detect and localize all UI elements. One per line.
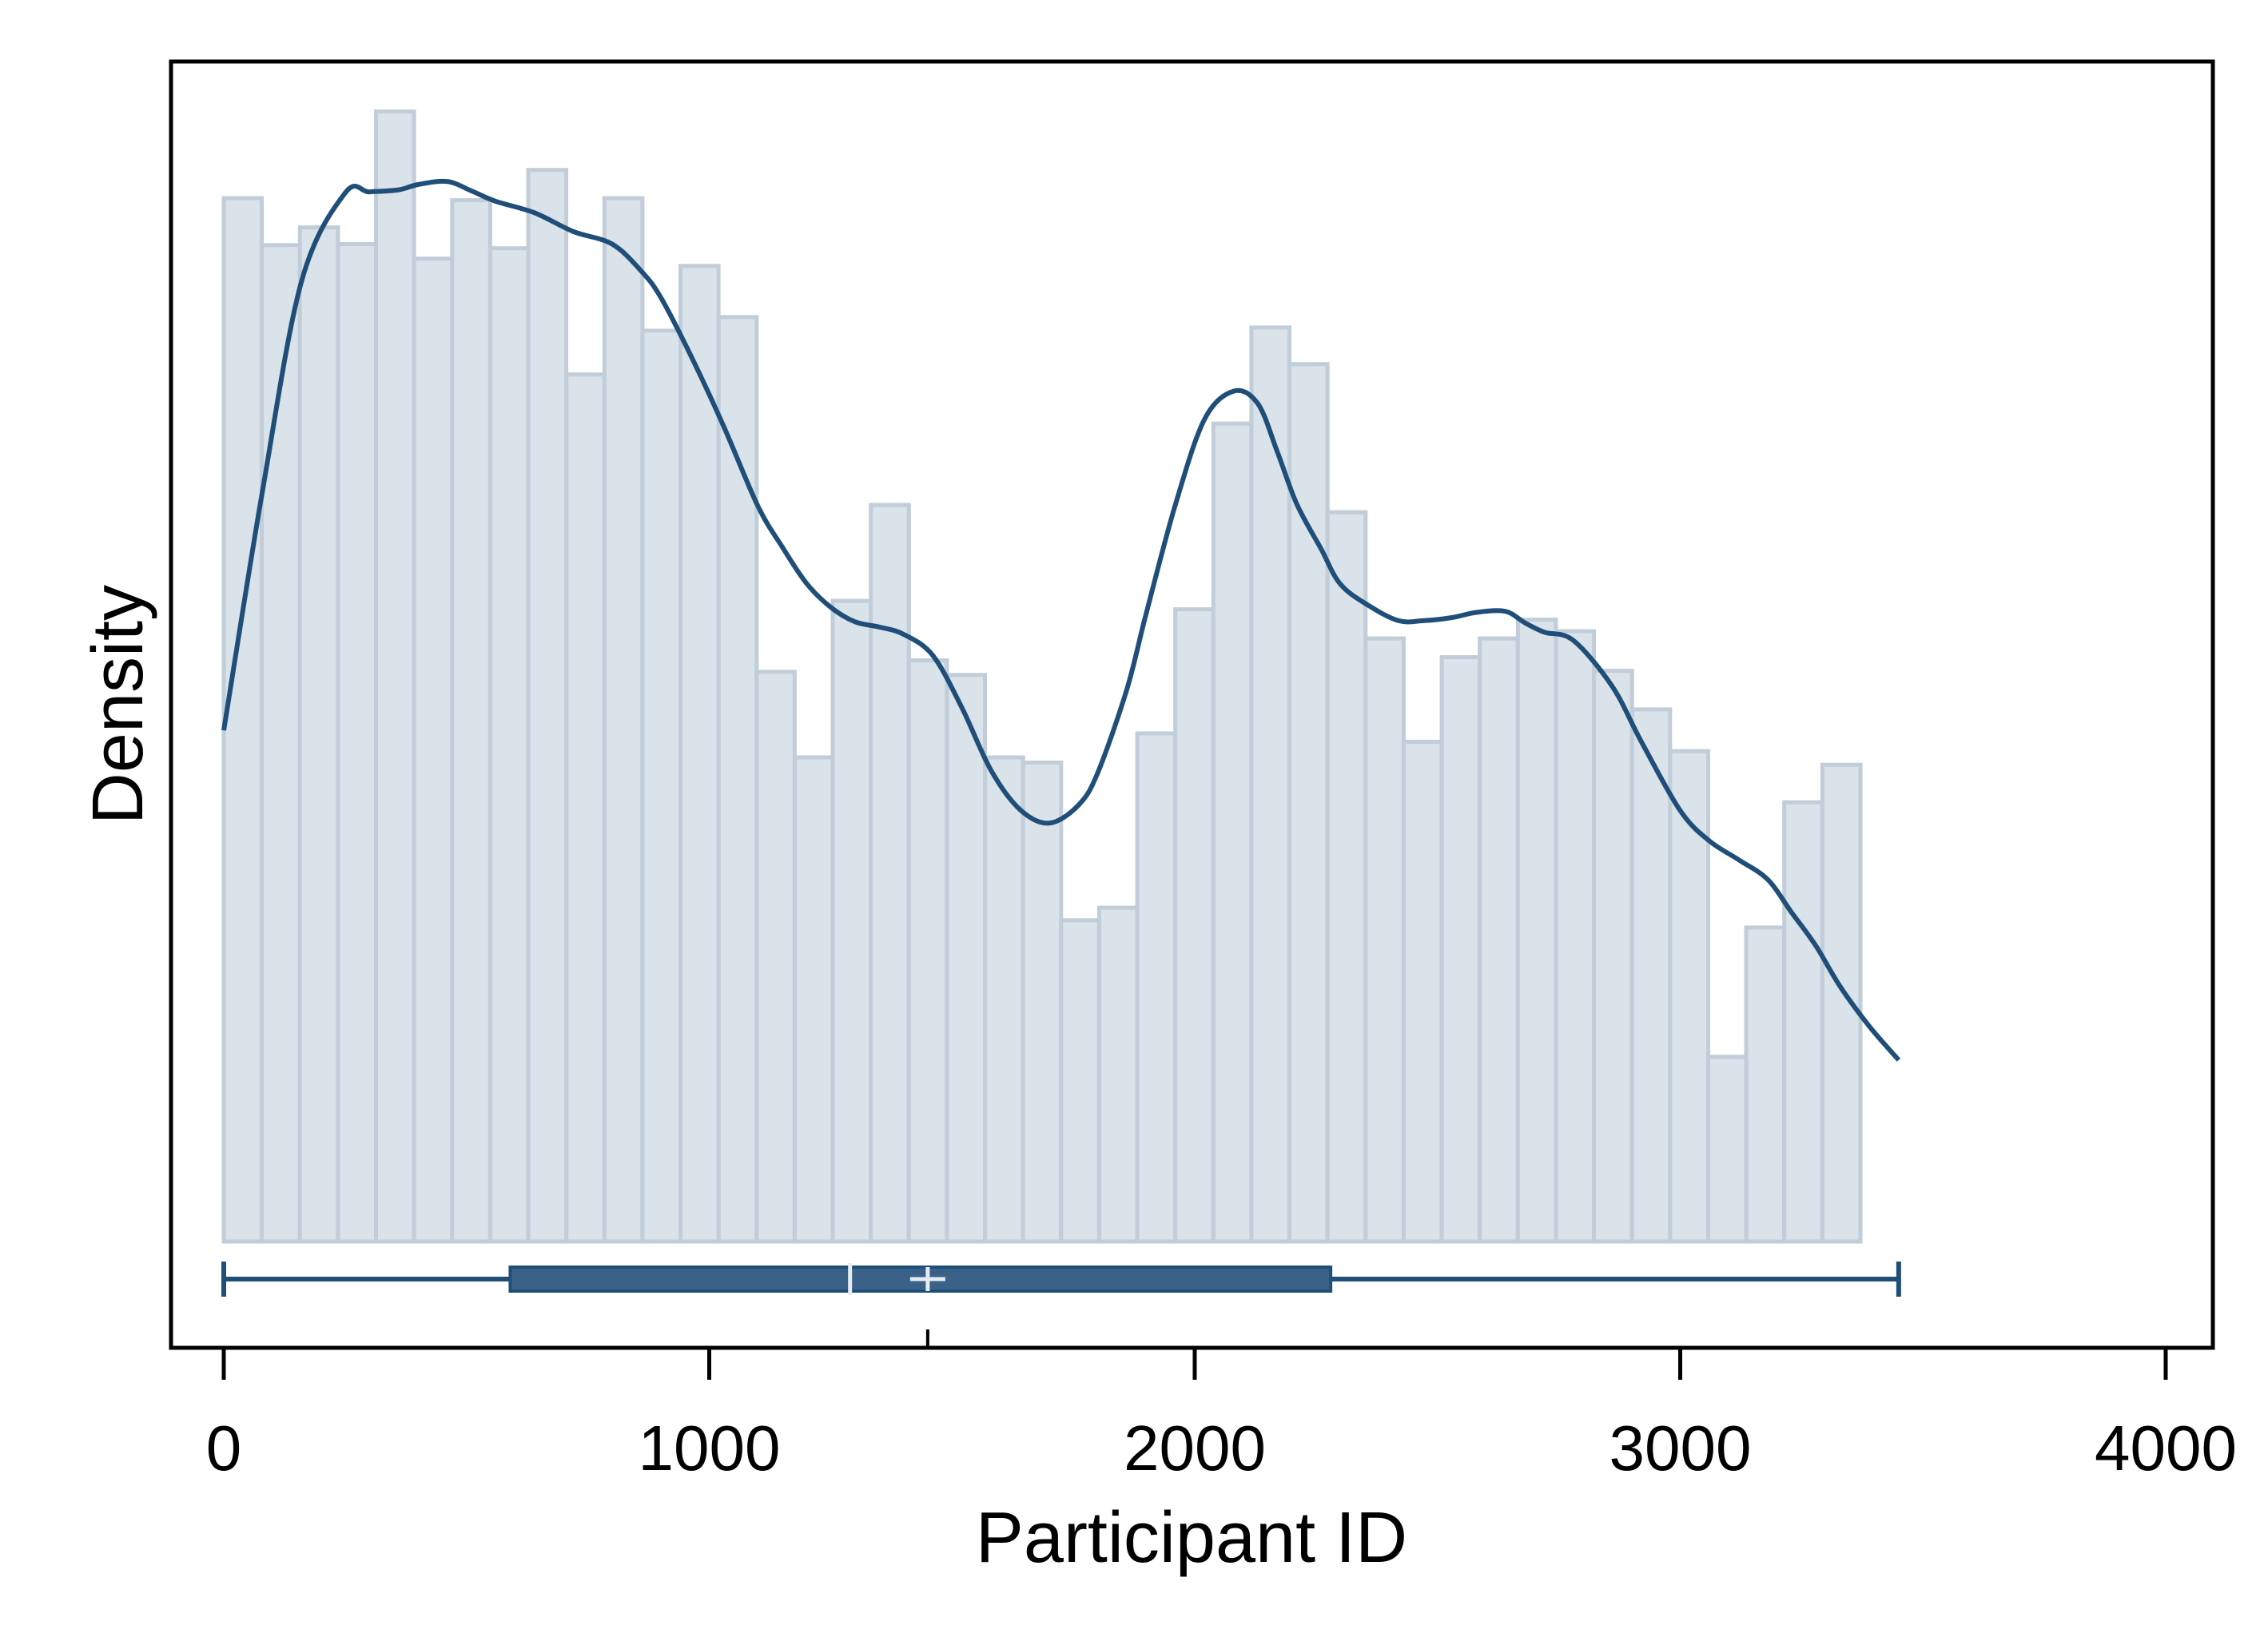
histogram-bar xyxy=(1363,636,1406,1244)
histogram-bar xyxy=(1096,905,1140,1244)
histogram-bar xyxy=(716,315,759,1244)
histogram-bar xyxy=(1439,655,1482,1244)
histogram-bar xyxy=(487,246,531,1244)
histogram-bar xyxy=(1744,925,1787,1244)
histogram-bars xyxy=(221,109,1863,1244)
histogram-bar xyxy=(1706,1055,1749,1244)
histogram-bar xyxy=(754,670,797,1244)
histogram-bar xyxy=(260,243,302,1244)
x-tick-label: 1000 xyxy=(639,1413,781,1484)
histogram-bar xyxy=(678,264,721,1244)
x-tick-label: 0 xyxy=(206,1413,242,1484)
x-tick-label: 4000 xyxy=(2095,1413,2237,1484)
histogram-bar xyxy=(450,198,492,1244)
histogram-bar xyxy=(640,328,683,1244)
histogram-bar xyxy=(792,755,835,1244)
histogram-bar xyxy=(1325,510,1368,1244)
box-plot xyxy=(221,1262,1901,1348)
histogram-bar xyxy=(983,755,1025,1244)
histogram-bar xyxy=(945,673,988,1244)
density-curve xyxy=(221,178,1901,1062)
histogram-bar xyxy=(1820,762,1863,1244)
x-tick-label: 2000 xyxy=(1124,1413,1266,1484)
y-axis-title: Density xyxy=(78,585,158,824)
histogram-bar xyxy=(1515,618,1558,1244)
histogram-bar xyxy=(1059,918,1101,1244)
histogram-bar xyxy=(1782,800,1824,1244)
histogram-bar xyxy=(297,225,340,1244)
histogram-bar xyxy=(526,168,569,1244)
histogram-bar xyxy=(1249,325,1292,1244)
histogram-bar xyxy=(1135,731,1178,1244)
histogram-bar xyxy=(336,242,378,1244)
histogram-bar xyxy=(221,196,265,1244)
histogram-bar xyxy=(602,196,645,1244)
histogram-bar xyxy=(1402,739,1444,1244)
histogram-bar xyxy=(564,372,607,1244)
x-axis-title: Participant ID xyxy=(976,1498,1407,1578)
histogram-bar xyxy=(1592,669,1634,1244)
histogram-bar xyxy=(1021,761,1064,1244)
histogram-bar xyxy=(906,658,949,1244)
histogram-bar xyxy=(1629,707,1673,1244)
histogram-bar xyxy=(830,598,873,1244)
histogram-bar xyxy=(1478,636,1520,1244)
histogram-bar xyxy=(412,256,455,1244)
histogram-bar xyxy=(869,503,911,1244)
histogram-bar xyxy=(374,109,416,1244)
histogram-bar xyxy=(1173,607,1216,1244)
x-tick-label: 3000 xyxy=(1609,1413,1752,1484)
x-axis-ticks: 0 1000 2000 3000 4000 xyxy=(175,1345,2237,1484)
histogram-bar xyxy=(1554,629,1597,1244)
histogram-bar xyxy=(1211,421,1254,1244)
